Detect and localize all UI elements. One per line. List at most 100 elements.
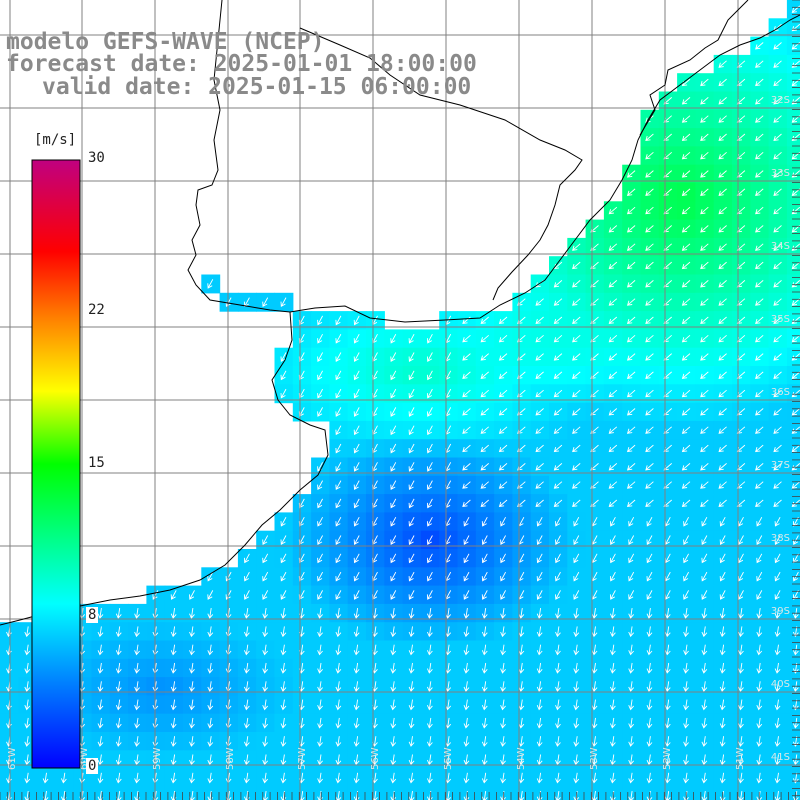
wind-arrow xyxy=(681,151,691,160)
wind-arrow xyxy=(681,334,691,343)
wind-arrow xyxy=(317,772,323,784)
wind-cell xyxy=(786,658,800,678)
wind-arrow xyxy=(646,644,653,656)
wind-arrow xyxy=(353,736,360,747)
wind-arrow xyxy=(115,717,122,729)
wind-arrow xyxy=(626,316,636,325)
wind-arrow xyxy=(645,334,654,343)
wind-arrow xyxy=(480,334,489,343)
wind-arrow xyxy=(756,626,763,638)
wind-arrow xyxy=(609,754,616,766)
wind-arrow xyxy=(353,681,360,693)
wind-arrow xyxy=(60,772,67,784)
wind-arrow xyxy=(701,516,708,527)
wind-arrow xyxy=(756,699,763,711)
wind-arrow xyxy=(498,499,508,508)
wind-arrow xyxy=(791,334,800,343)
wind-arrow xyxy=(773,97,782,105)
wind-arrow xyxy=(591,662,598,674)
wind-arrow xyxy=(755,151,764,160)
wind-arrow xyxy=(756,754,763,766)
wind-arrow xyxy=(555,717,561,729)
wind-arrow xyxy=(756,681,763,693)
lat-label: 33S xyxy=(771,168,790,179)
wind-arrow xyxy=(170,644,177,656)
wind-arrow xyxy=(498,316,508,325)
wind-arrow xyxy=(591,681,598,693)
wind-arrow xyxy=(535,444,544,453)
wind-arrow xyxy=(317,608,323,619)
wind-arrow xyxy=(645,353,654,361)
wind-arrow xyxy=(280,388,287,399)
wind-arrow xyxy=(683,681,689,693)
wind-arrow xyxy=(664,772,671,784)
lat-label: 35S xyxy=(771,314,790,325)
wind-arrow xyxy=(555,791,561,800)
wind-arrow xyxy=(553,316,563,325)
wind-arrow xyxy=(115,699,122,711)
wind-arrow xyxy=(628,571,635,582)
wind-arrow xyxy=(681,298,691,306)
wind-arrow xyxy=(718,408,727,416)
wind-arrow xyxy=(426,553,433,564)
wind-arrow xyxy=(353,754,360,766)
wind-arrow xyxy=(608,280,618,288)
wind-arrow xyxy=(755,298,764,306)
wind-arrow xyxy=(573,535,580,545)
wind-arrow xyxy=(115,754,122,766)
wind-arrow xyxy=(718,298,727,306)
wind-arrow xyxy=(335,736,342,747)
wind-arrow xyxy=(498,408,508,416)
wind-arrow xyxy=(700,170,709,178)
wind-arrow xyxy=(500,644,506,656)
wind-arrow xyxy=(553,408,563,416)
wind-arrow xyxy=(791,23,800,32)
wind-arrow xyxy=(535,408,544,416)
wind-arrow xyxy=(390,370,397,381)
wind-arrow xyxy=(572,463,581,471)
wind-arrow xyxy=(773,151,782,160)
wind-arrow xyxy=(791,60,800,68)
wind-arrow xyxy=(681,481,691,489)
wind-arrow xyxy=(718,97,727,105)
wind-arrow xyxy=(608,481,618,489)
wind-arrow xyxy=(701,772,708,784)
wind-arrow xyxy=(572,371,581,379)
wind-arrow xyxy=(408,407,415,417)
wind-arrow xyxy=(408,681,415,693)
wind-arrow xyxy=(536,662,543,674)
wind-arrow xyxy=(280,644,287,656)
lon-label: 61W xyxy=(7,747,18,770)
wind-arrow xyxy=(701,626,708,638)
wind-arrow xyxy=(628,608,635,619)
wind-arrow xyxy=(681,280,691,288)
wind-arrow xyxy=(626,170,636,178)
wind-arrow xyxy=(207,772,214,784)
wind-arrow xyxy=(480,444,489,453)
wind-arrow xyxy=(756,516,763,527)
wind-arrow xyxy=(426,388,433,399)
wind-arrow xyxy=(480,389,489,398)
wind-arrow xyxy=(317,498,323,509)
wind-arrow xyxy=(280,608,287,619)
wind-arrow xyxy=(738,736,744,747)
wind-arrow xyxy=(755,42,764,50)
wind-arrow xyxy=(97,736,104,747)
wind-arrow xyxy=(755,316,764,325)
wind-arrow xyxy=(426,772,433,784)
wind-arrow xyxy=(626,463,636,471)
wind-arrow xyxy=(463,699,470,711)
wind-arrow xyxy=(462,353,471,361)
wind-arrow xyxy=(681,170,691,178)
wind-arrow xyxy=(280,297,287,308)
wind-arrow xyxy=(335,480,342,491)
wind-arrow xyxy=(683,736,689,747)
wind-arrow xyxy=(681,188,691,196)
wind-arrow xyxy=(518,772,525,784)
wind-arrow xyxy=(718,78,727,87)
wind-arrow xyxy=(646,535,653,545)
wind-arrow xyxy=(573,626,580,638)
wind-arrow xyxy=(262,626,269,638)
wind-arrow xyxy=(353,462,360,472)
wind-arrow xyxy=(390,333,397,344)
